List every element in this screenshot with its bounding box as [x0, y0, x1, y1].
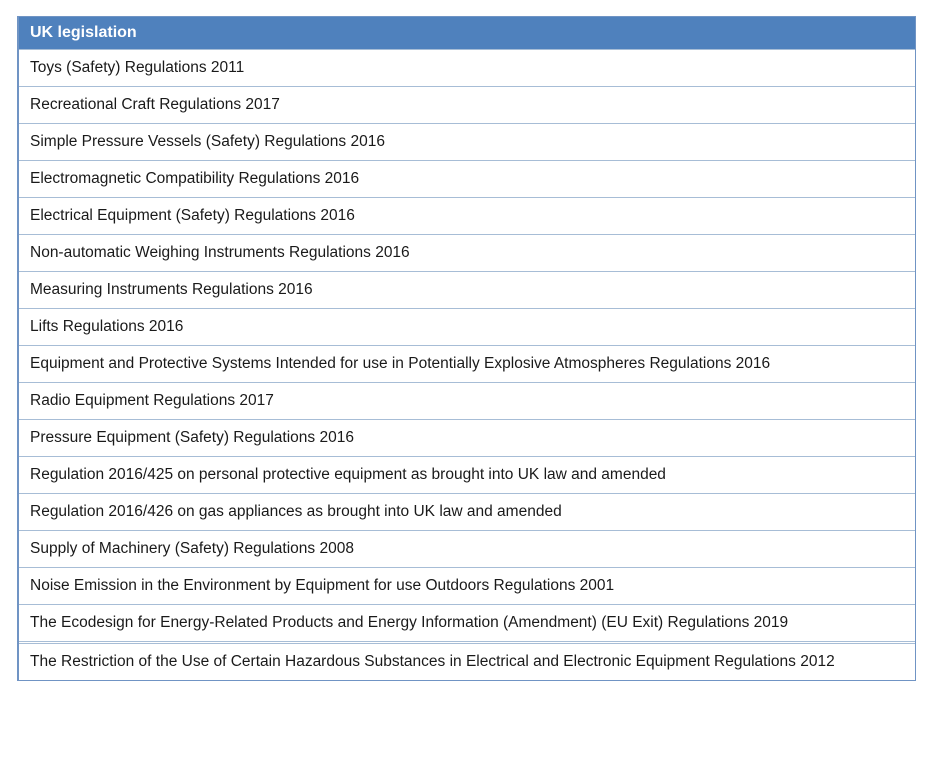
table-row: Non-automatic Weighing Instruments Regul… — [19, 234, 915, 271]
table-row: Pressure Equipment (Safety) Regulations … — [19, 419, 915, 456]
table-row: Recreational Craft Regulations 2017 — [19, 86, 915, 123]
table-row: Radio Equipment Regulations 2017 — [19, 382, 915, 419]
table-row: Lifts Regulations 2016 — [19, 308, 915, 345]
table-header: UK legislation — [19, 17, 915, 49]
table-row: The Restriction of the Use of Certain Ha… — [19, 641, 915, 680]
table-row: Supply of Machinery (Safety) Regulations… — [19, 530, 915, 567]
table-row: Simple Pressure Vessels (Safety) Regulat… — [19, 123, 915, 160]
table-row: Electrical Equipment (Safety) Regulation… — [19, 197, 915, 234]
table-row: Noise Emission in the Environment by Equ… — [19, 567, 915, 604]
table-row: The Ecodesign for Energy-Related Product… — [19, 604, 915, 641]
table-row: Measuring Instruments Regulations 2016 — [19, 271, 915, 308]
table-row: Electromagnetic Compatibility Regulation… — [19, 160, 915, 197]
table-row: Toys (Safety) Regulations 2011 — [19, 49, 915, 86]
table-row: Equipment and Protective Systems Intende… — [19, 345, 915, 382]
table-row: Regulation 2016/425 on personal protecti… — [19, 456, 915, 493]
uk-legislation-table: UK legislation Toys (Safety) Regulations… — [17, 16, 916, 681]
table-row: Regulation 2016/426 on gas appliances as… — [19, 493, 915, 530]
